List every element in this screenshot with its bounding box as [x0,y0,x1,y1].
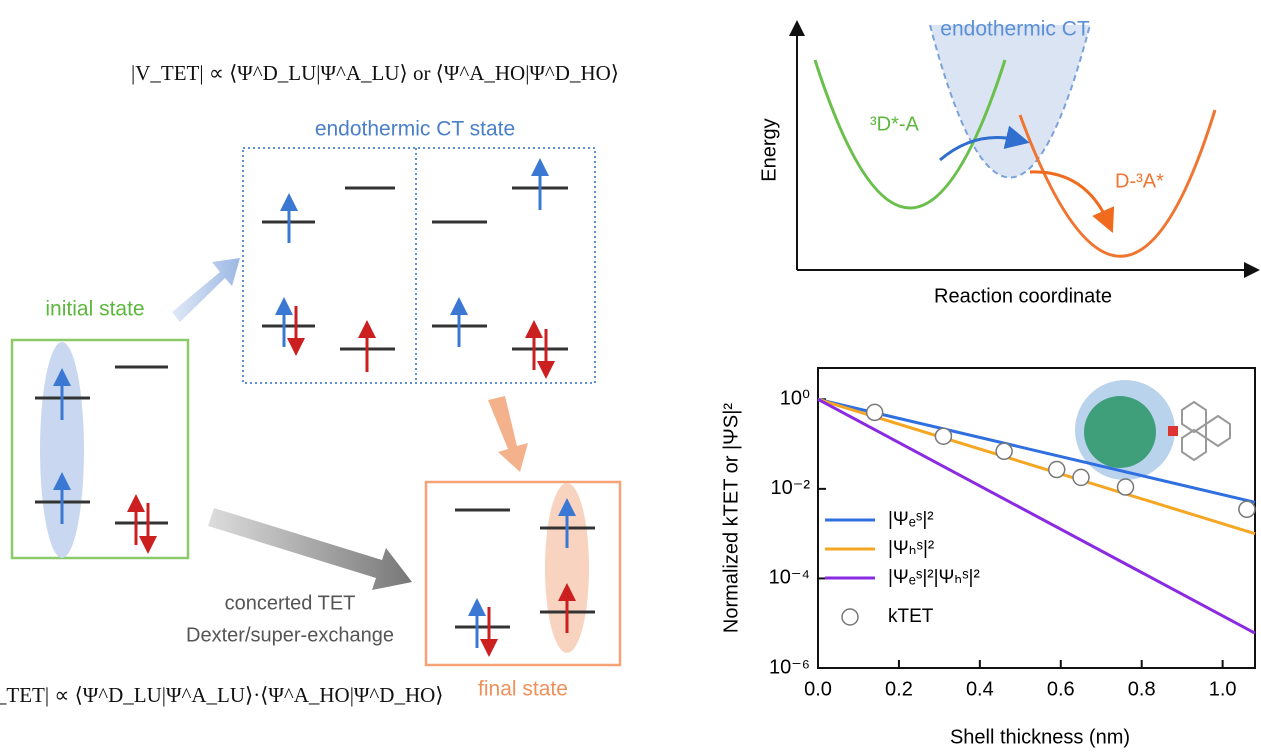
arrow [488,396,528,472]
x-tick-label: 0.8 [1128,678,1156,700]
y-tick-label: 10⁻⁶ [769,656,810,678]
ct-state-label: endothermic CT state [315,118,515,141]
y-tick-label: 10⁻⁴ [769,567,810,589]
acceptor-curve [1018,109,1217,258]
arrow [172,258,240,322]
acceptor-label: D-³A* [1115,170,1164,192]
energy-x-label: Reaction coordinate [934,285,1112,307]
formula: |V_TET| ∝ ⟨Ψ^D_LU|Ψ^A_LU⟩ or ⟨Ψ^A_HO|Ψ^D… [131,61,619,85]
x-axis-label: Shell thickness (nm) [950,726,1130,748]
energy-axes [789,20,1260,278]
ct-curve [929,24,1091,179]
arrow [208,508,412,590]
chart: Normalized kTET or |ΨS|² Shell thickness… [720,367,1256,748]
initial-state-label: initial state [45,298,144,321]
y-axis-label: Normalized kTET or |ΨS|² [720,403,742,633]
x-tick-label: 1.0 [1209,678,1237,700]
final-levels [455,483,595,657]
final-box [424,480,622,667]
data-point [1072,468,1090,487]
donor-curve [813,59,1007,210]
data-point [1116,478,1135,496]
data-point [1047,460,1066,479]
data-point [865,403,884,422]
initial-levels [35,342,168,558]
legend-label: kTET [888,606,934,627]
transfer-arrow [1029,170,1115,233]
x-tick-label: 0.6 [1047,678,1075,700]
data-point [995,442,1013,461]
mechanism-label: concerted TET [225,592,356,614]
mechanism-label: Dexter/super-exchange [186,624,394,646]
y-tick-label: 10⁻² [771,477,811,499]
final-state-label: final state [478,678,568,701]
line [817,397,1256,504]
x-tick-label: 0.2 [885,678,913,700]
data-point [934,427,953,445]
ct-box [242,147,596,384]
legend-label: |Ψₑˢ|² [888,509,934,530]
donor-label: ³D*-A [870,113,920,135]
energy-y-label: Energy [758,118,780,181]
legend-marker [841,608,859,626]
data-point [1238,500,1256,519]
initial-box [10,338,190,560]
legend-label: |Ψₑˢ|²|Ψₕˢ|² [888,567,980,588]
transfer-arrow [939,125,1030,162]
legend-label: |Ψₕˢ|² [888,538,934,559]
line [817,397,1256,635]
ct-label: endothermic CT [940,18,1090,41]
y-tick-label: 10⁰ [780,388,810,410]
x-tick-label: 0.0 [804,678,832,700]
plot-frame [817,367,1256,669]
levels [262,158,568,379]
formula: |V_TET| ∝ ⟨Ψ^D_LU|Ψ^A_LU⟩·⟨Ψ^A_HO|Ψ^D_HO… [0,683,443,707]
inset [1075,380,1231,480]
line [817,397,1256,536]
x-tick-label: 0.4 [966,678,994,700]
